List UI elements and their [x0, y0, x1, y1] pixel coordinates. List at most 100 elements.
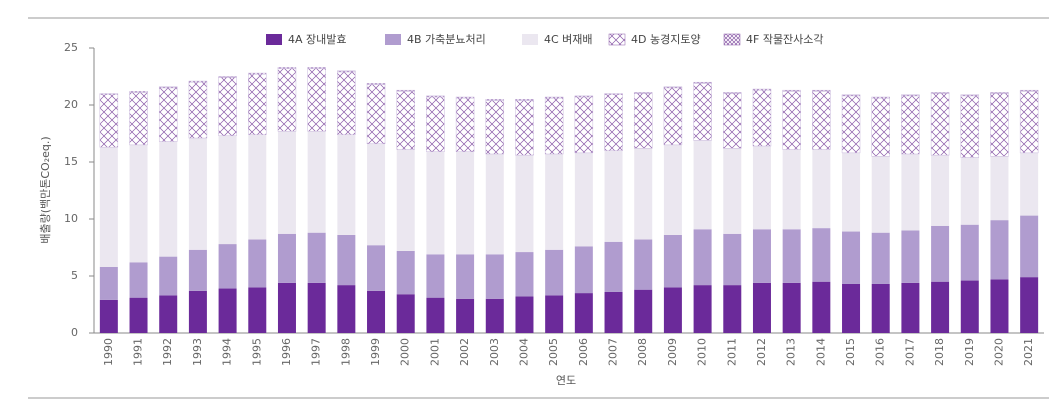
bar-segment — [901, 154, 920, 231]
bar-segment — [277, 282, 296, 333]
bar-segment — [515, 100, 534, 156]
bar-segment — [634, 239, 653, 290]
bar-segment — [129, 297, 148, 333]
bar-segment — [396, 89, 415, 92]
x-tick-label: 1994 — [221, 338, 234, 366]
x-tick-label: 2020 — [992, 338, 1005, 366]
bar-segment — [545, 249, 564, 296]
bar-segment — [1019, 89, 1039, 92]
x-tick-label: 2014 — [814, 338, 827, 366]
bar-segment — [782, 229, 801, 283]
x-tick-label: 2017 — [903, 338, 916, 366]
bar-segment — [871, 156, 890, 233]
x-tick-label: 2005 — [547, 338, 560, 366]
bar-segment — [752, 229, 771, 283]
x-tick-label: 2015 — [844, 338, 857, 366]
bar-segment — [752, 88, 772, 91]
bar-segment — [515, 296, 534, 333]
bar-segment — [307, 131, 326, 233]
bar-segment — [99, 94, 119, 148]
x-tick-label: 2007 — [607, 338, 620, 366]
bar-segment — [248, 72, 267, 75]
bar-segment — [248, 287, 267, 333]
bar-segment — [604, 93, 623, 95]
bar-segment — [544, 97, 564, 155]
bar-segment — [693, 285, 712, 333]
bar-segment — [129, 91, 148, 93]
bar-segment — [248, 239, 267, 288]
bar-segment — [841, 94, 861, 97]
bar-segment — [960, 157, 979, 225]
bar-segment — [663, 234, 682, 288]
bar-segment — [218, 135, 237, 245]
bar-segment — [960, 94, 980, 97]
bar-segment — [218, 244, 237, 289]
x-tick-label: 2002 — [458, 338, 471, 366]
bar-segment — [545, 295, 564, 333]
bar-segment — [99, 147, 118, 267]
bar-segment — [752, 89, 772, 147]
bar-segment — [634, 289, 653, 333]
bar-segment — [188, 138, 207, 250]
bar-segment — [367, 290, 386, 333]
bar-segment — [604, 291, 623, 333]
x-tick-label: 2008 — [636, 338, 649, 366]
bar-segment — [485, 298, 504, 333]
bar-segment — [426, 254, 445, 298]
x-tick-label: 2006 — [577, 338, 590, 366]
y-tick-label: 10 — [64, 212, 78, 225]
legend-swatch — [385, 34, 401, 45]
x-tick-label: 2000 — [399, 338, 412, 366]
bar-segment — [723, 233, 742, 286]
x-tick-label: 2012 — [755, 338, 768, 366]
bar-segment — [990, 92, 1009, 94]
bar-segment — [337, 285, 356, 333]
x-tick-label: 2003 — [488, 338, 501, 366]
x-tick-label: 2019 — [963, 338, 976, 366]
bar-segment — [337, 71, 356, 135]
bar-segment — [367, 143, 386, 246]
bar-segment — [812, 228, 831, 282]
bar-segment — [782, 282, 801, 333]
bar-segment — [574, 246, 593, 294]
bar-segment — [663, 287, 682, 333]
bar-segment — [485, 99, 505, 101]
bar-segment — [515, 99, 534, 101]
legend-label: 4A 장내발효 — [288, 33, 347, 46]
bar-segment — [307, 67, 326, 69]
bar-segment — [960, 224, 979, 281]
y-tick-label: 5 — [71, 269, 78, 282]
bar-segment — [812, 149, 831, 229]
bar-segment — [871, 232, 890, 284]
y-tick-label: 0 — [71, 326, 78, 339]
bar-segment — [931, 155, 950, 226]
bar-segment — [812, 91, 831, 150]
legend-label: 4B 가축분뇨처리 — [407, 33, 486, 46]
bar-segment — [1019, 91, 1039, 154]
bar-segment — [960, 95, 980, 158]
bar-segment — [693, 140, 712, 230]
bar-segment — [366, 84, 386, 145]
bar-segment — [990, 156, 1009, 221]
bar-segment — [337, 234, 356, 286]
x-tick-label: 2004 — [517, 338, 530, 366]
bar-segment — [663, 144, 682, 235]
x-axis-label: 연도 — [556, 374, 576, 387]
bar-segment — [485, 154, 504, 255]
bar-segment — [663, 87, 683, 146]
x-tick-label: 1999 — [369, 338, 382, 366]
bar-segment — [456, 254, 475, 299]
bar-segment — [277, 67, 297, 69]
bar-segment — [456, 151, 475, 255]
bar-segment — [871, 96, 890, 99]
bar-segment — [396, 294, 415, 333]
legend-swatch — [266, 34, 282, 45]
bar-segment — [752, 282, 771, 333]
bar-segment — [901, 95, 920, 155]
bar-segment — [574, 293, 593, 333]
x-tick-label: 1996 — [280, 338, 293, 366]
x-tick-label: 2010 — [696, 338, 709, 366]
bar-segment — [307, 68, 326, 132]
bar-segment — [842, 231, 861, 284]
